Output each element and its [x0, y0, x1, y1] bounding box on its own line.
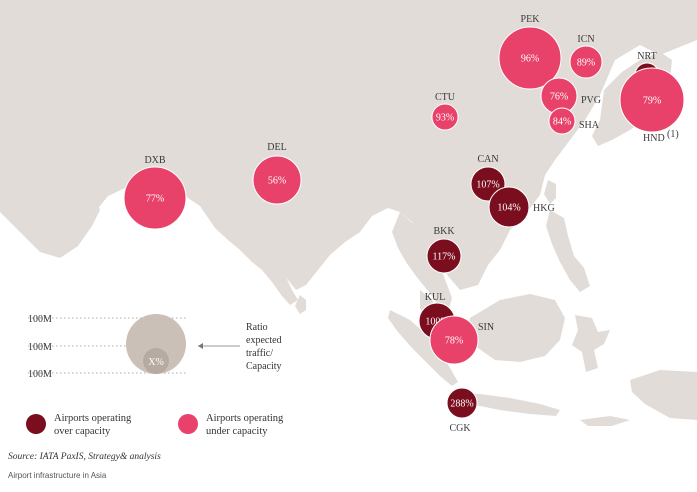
- legend-over-swatch: [26, 414, 46, 434]
- landmass-philippines: [546, 210, 590, 292]
- legend-under-line1: Airports operating: [206, 413, 284, 424]
- airport-bubble-del: [252, 155, 302, 205]
- scale-circle-small: [143, 348, 169, 374]
- airport-code-cgk: CGK: [449, 423, 471, 434]
- airport-code-can: CAN: [477, 154, 498, 165]
- scale-legend: 100M 100M 100M X% Ratio expected traffic…: [28, 314, 282, 380]
- airport-ratio-ctu: 93%: [436, 113, 454, 124]
- airport-code-dxb: DXB: [144, 155, 165, 166]
- landmass-newguinea: [630, 370, 697, 420]
- figure-caption: Airport infrastructure in Asia: [8, 471, 107, 480]
- airport-code-ctu: CTU: [435, 92, 456, 103]
- ratio-label-line2: expected: [246, 335, 282, 346]
- airport-bubble-hkg: [488, 186, 530, 228]
- airport-ratio-hnd: 79%: [643, 96, 661, 107]
- landmass-sumatra: [388, 310, 458, 386]
- scale-label-top: 100M: [28, 314, 52, 325]
- landmass-indochina: [392, 212, 452, 312]
- airport-code-kul: KUL: [425, 292, 446, 303]
- airport-bubble-bkk: [426, 238, 462, 274]
- airport-code-pvg: PVG: [581, 95, 601, 106]
- airport-code-sha: SHA: [579, 120, 600, 131]
- legend-under-swatch: [178, 414, 198, 434]
- airport-code-del: DEL: [267, 142, 286, 153]
- airport-bubble-icn: [569, 45, 603, 79]
- landmass-india: [200, 206, 298, 305]
- airport-ratio-kul: 100%: [425, 317, 448, 328]
- airport-ratio-pvg: 76%: [550, 92, 568, 103]
- airport-bubble-sha: [548, 107, 576, 135]
- airport-ratio-dxb: 77%: [146, 194, 164, 205]
- scale-label-middle: 100M: [28, 342, 52, 353]
- airport-ratio-hkg: 104%: [497, 203, 520, 214]
- airport-bubble-cgk: [446, 387, 478, 419]
- airport-code-pek: PEK: [521, 14, 541, 25]
- landmass-java: [450, 392, 560, 416]
- scale-sample-label: X%: [148, 357, 164, 368]
- legend-over-line2: over capacity: [54, 426, 111, 437]
- ratio-label-line3: traffic/: [246, 348, 273, 359]
- airport-ratio-icn: 89%: [577, 58, 595, 69]
- airport-ratio-del: 56%: [268, 176, 286, 187]
- hnd-footnote-marker: (1): [667, 129, 679, 140]
- airport-ratio-sin: 78%: [445, 336, 463, 347]
- airport-bubble-hnd: [619, 67, 685, 133]
- scale-circle-large: [126, 314, 186, 374]
- airport-ratio-cgk: 288%: [450, 399, 473, 410]
- landmass-timor: [580, 416, 630, 426]
- airport-code-nrt: NRT: [637, 51, 656, 62]
- airport-code-hkg: HKG: [533, 203, 555, 214]
- legend-under-line2: under capacity: [206, 426, 268, 437]
- airport-code-hnd: HND: [643, 133, 665, 144]
- airport-code-icn: ICN: [577, 34, 594, 45]
- landmass-arabia: [0, 168, 100, 258]
- landmass-srilanka: [295, 295, 306, 314]
- scale-arrow-head: [198, 343, 203, 349]
- airport-code-sin: SIN: [478, 322, 494, 333]
- airport-code-bkk: BKK: [433, 226, 455, 237]
- source-note: Source: IATA PaxIS, Strategy& analysis: [8, 452, 161, 462]
- scale-label-bottom: 100M: [28, 369, 52, 380]
- landmass-taiwan: [544, 180, 556, 204]
- legend-over-line1: Airports operating: [54, 413, 132, 424]
- airport-ratio-bkk: 117%: [433, 252, 456, 263]
- airport-bubble-pek: [498, 26, 562, 90]
- airport-bubble-ctu: [431, 103, 459, 131]
- airport-markers: 96%PEK89%ICN101%NRT79%HND76%PVG84%SHA93%…: [123, 14, 685, 434]
- color-legend: Airports operating over capacity Airport…: [26, 413, 284, 437]
- landmass-hainan: [466, 232, 484, 248]
- landmass-sulawesi: [572, 315, 610, 372]
- airport-ratio-pek: 96%: [521, 54, 539, 65]
- landmass-borneo: [468, 294, 565, 362]
- airport-ratio-sha: 84%: [553, 117, 571, 128]
- airport-bubble-sin: [429, 315, 479, 365]
- airport-bubble-dxb: [123, 166, 187, 230]
- ratio-label-line1: Ratio: [246, 322, 268, 333]
- ratio-label-line4: Capacity: [246, 361, 282, 372]
- airport-ratio-can: 107%: [476, 180, 499, 191]
